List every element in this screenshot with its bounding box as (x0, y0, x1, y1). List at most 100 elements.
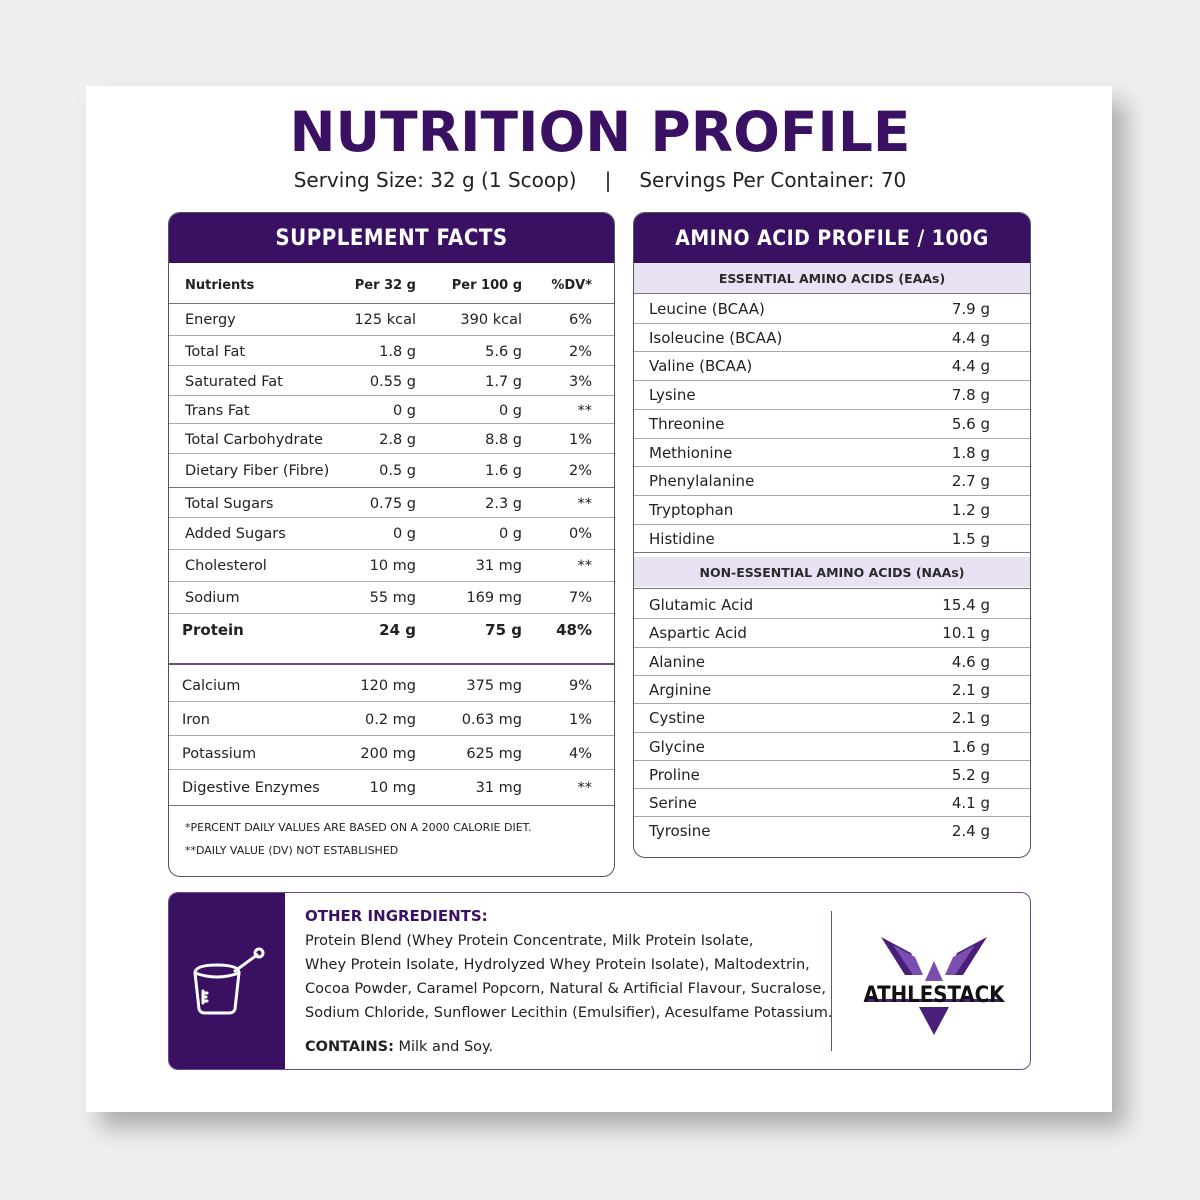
row-divider (634, 618, 1030, 620)
nutrient-name: Protein (182, 621, 244, 639)
value-dv: 7% (568, 590, 592, 606)
row-divider (169, 365, 614, 366)
amino-name: Tyrosine (649, 822, 711, 841)
value-per-100g: 5.6 g (485, 344, 522, 360)
value-per-32g: 0.5 g (379, 463, 416, 479)
row-divider (634, 408, 1030, 410)
row-divider (169, 663, 614, 665)
row-divider (634, 523, 1030, 525)
footnote-percent-dv: *PERCENT DAILY VALUES ARE BASED ON A 200… (185, 821, 532, 834)
amino-row: Glycine 1.6 g (634, 733, 1030, 761)
nutrient-name: Energy (185, 312, 236, 328)
row-divider (634, 674, 1030, 676)
header-per-32g: Per 32 g (354, 277, 416, 293)
amino-value: 2.1 g (951, 680, 990, 699)
amino-name: Tryptophan (649, 500, 734, 519)
table-row: Total Carbohydrate 2.8 g 8.8 g 1% (169, 425, 614, 455)
header-per-100g: Per 100 g (451, 277, 522, 293)
row-divider (634, 293, 1030, 294)
contains-allergens: CONTAINS: Milk and Soy. (305, 1039, 493, 1055)
row-divider (634, 759, 1030, 761)
value-dv: 9% (568, 678, 592, 694)
nutrient-name: Sodium (185, 590, 240, 606)
amino-name: Isoleucine (BCAA) (649, 328, 783, 347)
value-dv: 48% (556, 621, 592, 639)
amino-row: Threonine 5.6 g (634, 410, 1030, 438)
value-dv: ** (577, 558, 593, 574)
value-per-32g: 2.8 g (379, 432, 416, 448)
value-dv: ** (577, 780, 593, 796)
row-divider (169, 335, 614, 336)
amino-row: Histidine 1.5 g (634, 525, 1030, 553)
value-dv: 1% (568, 712, 592, 728)
table-row: Calcium 120 mg 375 mg 9% (169, 669, 614, 703)
amino-value: 4.4 g (951, 328, 990, 347)
amino-value: 5.6 g (951, 414, 990, 433)
amino-name: Cystine (649, 709, 705, 728)
row-divider (169, 549, 614, 550)
serving-separator: | (604, 168, 612, 192)
row-divider (169, 769, 614, 770)
amino-value: 7.9 g (951, 300, 990, 318)
amino-row: Cystine 2.1 g (634, 704, 1030, 732)
value-per-32g: 0 g (392, 403, 416, 419)
amino-name: Glycine (649, 737, 705, 756)
row-divider (169, 487, 614, 488)
value-per-100g: 2.3 g (485, 496, 522, 512)
nutrient-name: Total Fat (185, 344, 246, 360)
value-dv: 4% (568, 746, 592, 762)
nutrient-name: Total Sugars (185, 496, 274, 512)
row-divider (634, 703, 1030, 705)
ingredients-divider (831, 911, 832, 1051)
amino-row: Valine (BCAA) 4.4 g (634, 352, 1030, 380)
nutrient-name: Total Carbohydrate (185, 432, 323, 448)
table-row: Added Sugars 0 g 0 g 0% (169, 519, 614, 549)
row-divider (634, 322, 1030, 324)
nutrient-name: Added Sugars (185, 526, 286, 542)
serving-size: Serving Size: 32 g (1 Scoop) (293, 168, 577, 192)
table-row: Trans Fat 0 g 0 g ** (169, 397, 614, 425)
value-per-32g: 1.8 g (379, 344, 416, 360)
contains-label: CONTAINS: (305, 1039, 394, 1055)
brand-logo: ATHLESTACK (849, 923, 1019, 1043)
amino-row: Arginine 2.1 g (634, 676, 1030, 704)
amino-row: Proline 5.2 g (634, 761, 1030, 789)
amino-value: 2.1 g (951, 709, 990, 728)
value-per-100g: 0 g (498, 526, 522, 542)
row-divider (169, 517, 614, 518)
scoop-icon (193, 947, 265, 1015)
amino-value: 5.2 g (951, 765, 990, 784)
amino-value: 7.8 g (951, 386, 990, 405)
brand-wing-icon (865, 937, 1003, 1035)
table-row: Potassium 200 mg 625 mg 4% (169, 737, 614, 771)
amino-row: Phenylalanine 2.7 g (634, 467, 1030, 495)
row-divider (169, 613, 614, 614)
amino-row: Isoleucine (BCAA) 4.4 g (634, 324, 1030, 352)
amino-name: Methionine (649, 443, 733, 462)
amino-row: Alanine 4.6 g (634, 648, 1030, 676)
value-per-32g: 0.75 g (369, 496, 416, 512)
amino-name: Valine (BCAA) (649, 357, 753, 376)
value-per-100g: 0 g (498, 403, 522, 419)
ingredients-heading: OTHER INGREDIENTS: (305, 907, 488, 925)
amino-value: 10.1 g (942, 624, 990, 643)
amino-name: Alanine (649, 652, 706, 671)
amino-acid-panel: AMINO ACID PROFILE / 100G ESSENTIAL AMIN… (633, 212, 1031, 858)
ingredients-line: Protein Blend (Whey Protein Concentrate,… (305, 933, 754, 949)
value-per-32g: 10 mg (369, 780, 416, 796)
nutrient-name: Cholesterol (185, 558, 267, 574)
table-row: Sodium 55 mg 169 mg 7% (169, 583, 614, 613)
value-dv: 3% (568, 374, 592, 390)
table-header-row: Nutrients Per 32 g Per 100 g %DV* (169, 267, 614, 303)
value-per-32g: 200 mg (360, 746, 416, 762)
contains-value: Milk and Soy. (398, 1039, 494, 1055)
amino-value: 1.8 g (951, 443, 990, 462)
supplement-facts-panel: SUPPLEMENT FACTS Nutrients Per 32 g Per 10… (168, 212, 615, 877)
table-row: Total Fat 1.8 g 5.6 g 2% (169, 337, 614, 367)
row-divider (169, 395, 614, 396)
amino-value: 1.6 g (951, 737, 990, 756)
row-divider (169, 581, 614, 582)
value-dv: 2% (568, 463, 592, 479)
amino-value: 1.2 g (951, 500, 990, 519)
table-row: Cholesterol 10 mg 31 mg ** (169, 551, 614, 581)
